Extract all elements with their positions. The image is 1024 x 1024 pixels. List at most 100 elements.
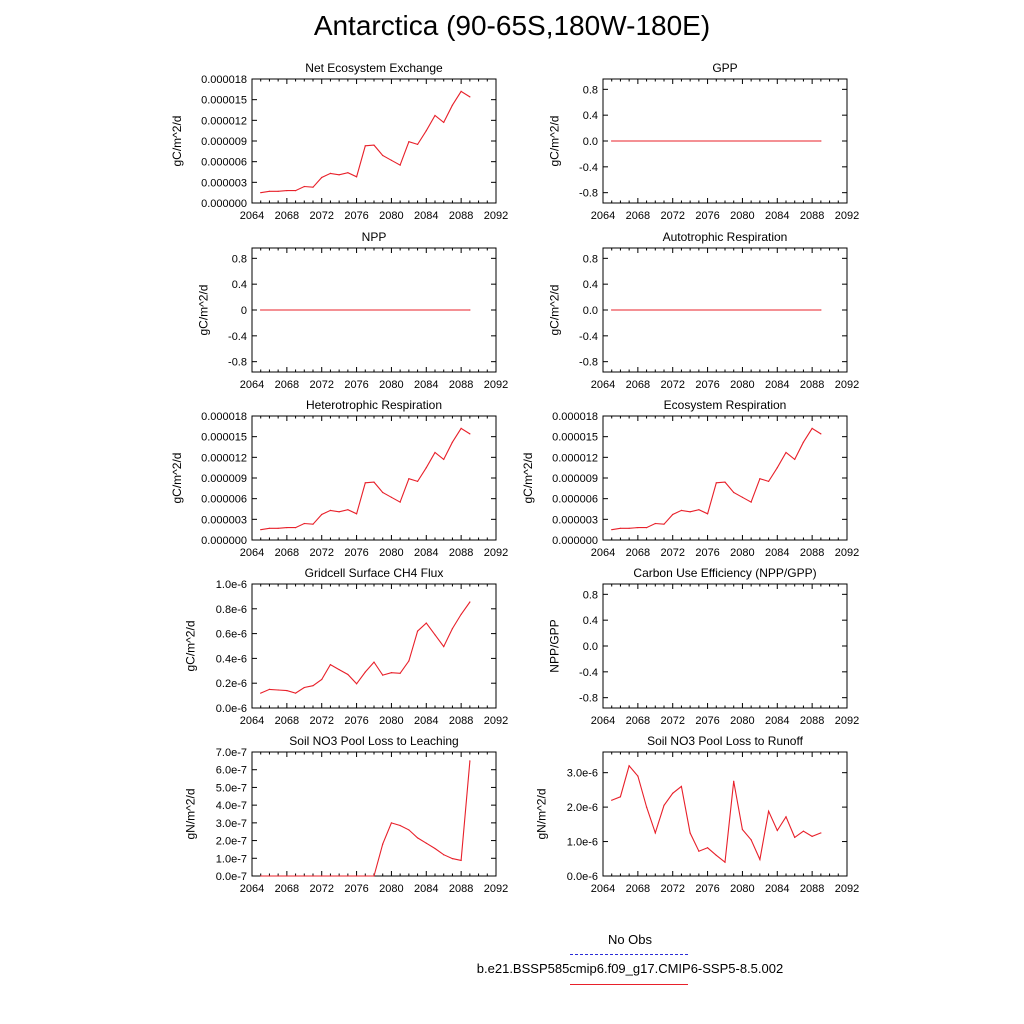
x-tick-label: 2064: [240, 883, 264, 895]
y-tick-label: 5.0e-7: [216, 782, 247, 794]
x-tick-label: 2088: [449, 547, 473, 559]
data-point: [329, 875, 332, 877]
data-point: [321, 176, 323, 179]
y-tick-label: 0.000003: [201, 514, 247, 526]
data-point: [637, 527, 639, 529]
data-point: [663, 804, 665, 806]
data-point: [611, 309, 613, 311]
y-tick-label: -0.4: [579, 331, 598, 343]
x-tick-label: 2088: [800, 547, 824, 559]
data-point: [619, 527, 622, 529]
data-point: [416, 630, 419, 632]
data-point: [619, 796, 622, 798]
y-tick-label: 4.0e-7: [216, 800, 247, 812]
y-tick-label: 0.000003: [201, 177, 247, 189]
data-point: [715, 854, 717, 856]
y-tick-label: 0.000015: [552, 432, 598, 444]
data-point: [408, 829, 410, 831]
data-point: [355, 513, 358, 515]
data-point: [425, 467, 427, 469]
x-tick-label: 2080: [379, 883, 403, 895]
data-point: [451, 441, 454, 443]
data-point: [286, 690, 288, 692]
data-point: [286, 190, 288, 192]
data-point: [312, 685, 314, 687]
data-point: [663, 523, 665, 525]
x-tick-label: 2076: [344, 547, 368, 559]
x-tick-label: 2076: [695, 210, 719, 222]
data-point: [390, 822, 393, 824]
data-point: [338, 174, 340, 176]
y-tick-label: 7.0e-7: [216, 747, 247, 759]
x-tick-label: 2084: [414, 547, 438, 559]
data-point: [416, 143, 419, 146]
data-point: [364, 145, 366, 147]
data-point: [776, 467, 778, 469]
y-tick-label: 0.8: [583, 84, 598, 96]
data-point: [776, 829, 778, 832]
plot-frame: [602, 415, 848, 541]
y-tick-label: 3.0e-6: [567, 768, 598, 780]
y-tick-label: -0.4: [579, 162, 598, 174]
data-point: [698, 850, 700, 852]
data-point: [434, 847, 436, 850]
data-point: [347, 875, 349, 877]
data-point: [268, 688, 271, 691]
data-point: [347, 172, 349, 174]
data-point: [724, 861, 726, 863]
data-point: [260, 692, 262, 694]
data-point: [451, 858, 454, 860]
y-tick-label: 1.0e-7: [216, 853, 247, 865]
data-point: [399, 824, 401, 827]
y-tick-label: 1.0e-6: [567, 837, 598, 849]
data-point: [373, 875, 375, 877]
x-tick-label: 2068: [275, 379, 299, 391]
data-point: [390, 159, 393, 161]
series-line: [611, 427, 822, 531]
y-tick-label: 3.0e-7: [216, 818, 247, 830]
data-point: [294, 190, 297, 192]
y-tick-label: 0.4: [583, 615, 598, 627]
x-tick-label: 2084: [765, 883, 789, 895]
x-tick-label: 2092: [835, 715, 859, 727]
y-tick-label: -0.8: [579, 357, 598, 369]
data-point: [794, 458, 796, 460]
y-axis-label: gN/m^2/d: [183, 789, 197, 840]
x-tick-label: 2072: [309, 715, 333, 727]
data-point: [750, 839, 752, 841]
x-tick-label: 2064: [591, 210, 615, 222]
x-tick-label: 2064: [591, 883, 615, 895]
data-point: [443, 646, 445, 648]
y-tick-label: 0.000006: [552, 494, 598, 506]
x-tick-label: 2092: [835, 883, 859, 895]
data-point: [733, 491, 735, 494]
data-point: [303, 185, 305, 188]
y-tick-label: 0.4: [583, 110, 598, 122]
data-point: [294, 527, 297, 529]
data-point: [425, 842, 427, 844]
x-tick-label: 2088: [800, 883, 824, 895]
x-tick-label: 2092: [484, 883, 508, 895]
x-tick-label: 2072: [660, 547, 684, 559]
y-tick-label: 0.4: [583, 279, 598, 291]
panel-title: Gridcell Surface CH4 Flux: [305, 566, 444, 580]
data-point: [321, 513, 323, 516]
data-point: [399, 164, 401, 166]
x-tick-label: 2068: [626, 883, 650, 895]
data-point: [654, 522, 656, 525]
data-point: [469, 760, 471, 762]
figure-title: Antarctica (90-65S,180W-180E): [313, 10, 711, 41]
data-point: [767, 810, 770, 812]
y-tick-label: -0.4: [579, 667, 598, 679]
x-tick-label: 2080: [730, 547, 754, 559]
x-tick-label: 2080: [730, 883, 754, 895]
data-point: [759, 478, 761, 480]
data-point: [303, 875, 305, 877]
data-point: [451, 628, 454, 630]
data-point: [399, 501, 401, 503]
data-point: [312, 186, 314, 188]
y-tick-label: 0.6e-6: [216, 629, 247, 641]
x-tick-label: 2092: [484, 547, 508, 559]
data-point: [338, 668, 340, 671]
data-point: [611, 799, 613, 801]
